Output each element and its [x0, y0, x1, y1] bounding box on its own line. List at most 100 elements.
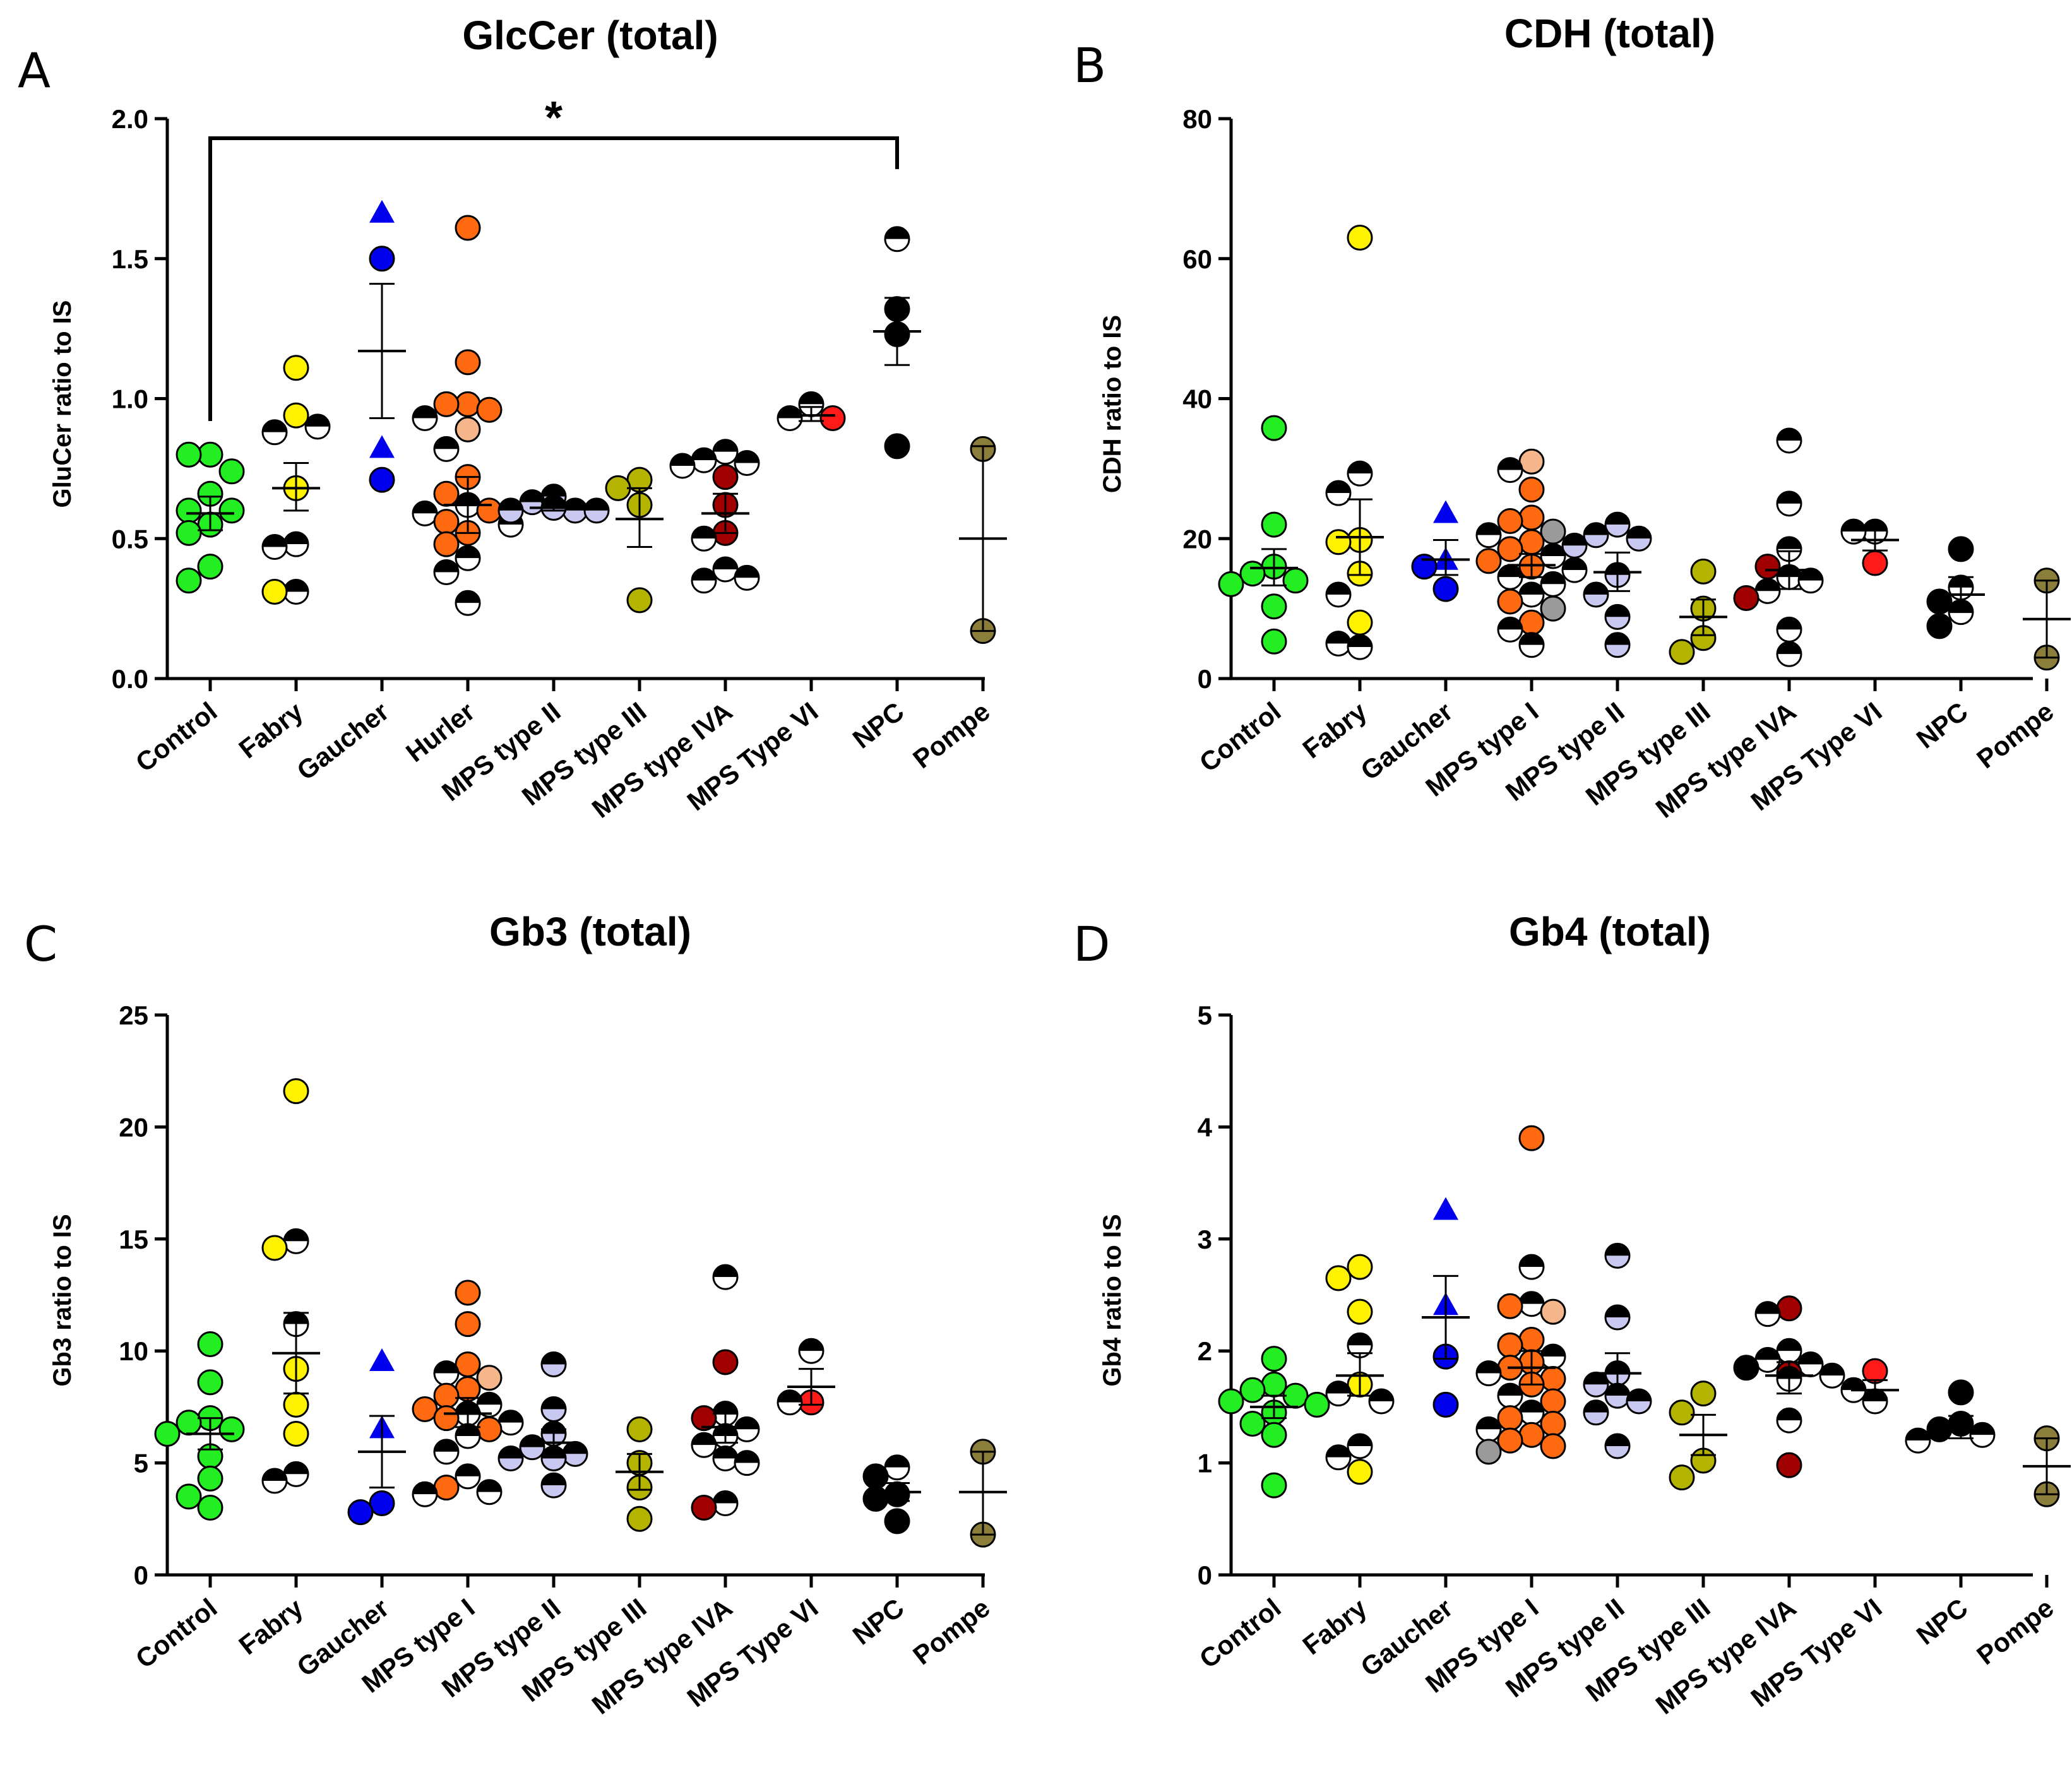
data-point-outline	[1561, 532, 1588, 559]
data-point	[261, 579, 288, 605]
chart-title: CDH (total)	[1504, 11, 1715, 56]
data-point-bottom-half	[456, 558, 480, 571]
data-point-outline	[1604, 603, 1631, 630]
data-point	[1432, 1391, 1459, 1418]
data-point-half	[1497, 457, 1523, 484]
group-fabry	[1325, 224, 1384, 660]
y-tick-label: 2	[1198, 1336, 1212, 1366]
y-tick-label: 0	[134, 1560, 148, 1590]
group-mps-type-ii	[1583, 1242, 1652, 1459]
data-point-top-half	[1777, 642, 1801, 655]
data-point-top-half	[563, 1442, 587, 1454]
data-point-half	[1518, 632, 1545, 658]
data-point	[1926, 613, 1953, 639]
data-point-outline	[261, 1468, 288, 1494]
data-point	[1497, 536, 1523, 562]
data-point-half	[412, 1481, 438, 1507]
data-point	[1540, 1411, 1566, 1437]
data-point	[1776, 1452, 1802, 1478]
data-point-bottom-half	[563, 1454, 587, 1466]
data-point-half	[1583, 581, 1609, 608]
data-point	[626, 1505, 653, 1532]
data-point-bottom-half	[284, 544, 308, 557]
data-point-outline	[455, 1463, 481, 1490]
data-point-top-half	[713, 557, 737, 570]
data-point	[197, 1465, 223, 1492]
data-point-outline	[261, 534, 288, 561]
data-point-half	[1604, 1304, 1631, 1331]
data-point-outline	[1604, 632, 1631, 658]
data-point-half	[1776, 1338, 1802, 1364]
data-point	[712, 464, 739, 490]
data-point-half	[1325, 1380, 1352, 1407]
data-point-bottom-half	[563, 510, 587, 523]
data-point-top-half	[306, 414, 330, 427]
data-point-bottom-half	[670, 465, 694, 478]
data-point-top-half	[1777, 491, 1801, 504]
data-point-half	[283, 531, 309, 557]
data-point-outline	[1497, 616, 1523, 643]
group-npc	[1905, 1379, 1996, 1454]
data-point-top-half	[1498, 1384, 1522, 1396]
group-control	[176, 441, 245, 594]
data-point	[1540, 1298, 1566, 1325]
data-point-half	[304, 413, 331, 440]
data-point-half	[734, 1416, 760, 1442]
data-point-top-half	[1584, 582, 1608, 595]
data-point-bottom-half	[1605, 644, 1629, 657]
data-point-outline	[884, 1454, 910, 1481]
y-tick-label: 0.0	[112, 664, 148, 694]
data-point-bottom-half	[713, 569, 737, 582]
data-point-bottom-half	[885, 1467, 909, 1480]
data-point-half	[691, 1432, 717, 1458]
data-point-outline	[433, 436, 460, 462]
data-points	[1218, 1125, 2071, 1507]
data-point-outline	[1325, 480, 1352, 506]
category-label: Hurler	[400, 696, 480, 768]
y-tick-label: 1.0	[112, 384, 148, 414]
data-point-bottom-half	[434, 1373, 458, 1386]
y-tick-label: 4	[1198, 1112, 1213, 1142]
data-point-top-half	[542, 484, 566, 497]
data-point	[197, 1495, 223, 1521]
data-point-top-half	[692, 1433, 716, 1446]
data-point-triangle	[369, 435, 395, 458]
data-point	[1282, 1382, 1309, 1409]
data-point-bottom-half	[1348, 647, 1372, 660]
data-point-top-half	[692, 448, 716, 461]
data-point-half	[712, 439, 739, 465]
data-point	[369, 246, 395, 272]
data-point-half	[1754, 1301, 1781, 1327]
data-point-bottom-half	[713, 451, 737, 464]
data-point-bottom-half	[456, 603, 480, 615]
data-point-bottom-half	[1605, 1256, 1629, 1268]
data-point-top-half	[1777, 1339, 1801, 1351]
data-point-bottom-half	[263, 432, 287, 444]
data-point	[1261, 1346, 1287, 1372]
data-point-outline	[304, 413, 331, 440]
data-point-bottom-half	[499, 510, 523, 523]
category-label: Fabry	[1297, 1593, 1372, 1661]
data-point-bottom-half	[1520, 594, 1544, 607]
data-point-bottom-half	[434, 572, 458, 585]
data-point-outline	[497, 497, 524, 524]
data-point-half	[669, 453, 696, 479]
data-point	[1497, 1405, 1523, 1432]
data-point-outline	[1754, 1301, 1781, 1327]
significance-star: *	[545, 93, 563, 143]
data-point-outline	[1518, 1254, 1545, 1280]
data-point-bottom-half	[1756, 591, 1780, 603]
group-pompe	[959, 1439, 1007, 1548]
data-point-bottom-half	[1756, 1314, 1780, 1326]
data-point-top-half	[1348, 1434, 1372, 1446]
data-point-outline	[476, 1479, 503, 1505]
data-point-bottom-half	[1520, 1412, 1544, 1425]
data-point-half	[1604, 603, 1631, 630]
data-point-top-half	[585, 498, 609, 511]
data-point	[1754, 554, 1781, 580]
data-point-half	[476, 1391, 503, 1418]
data-point-half	[540, 1472, 567, 1499]
data-point	[1518, 504, 1545, 531]
y-axis-ticks: 0 1 2 3 4 5	[1198, 1000, 2033, 1590]
data-point-bottom-half	[1326, 493, 1350, 506]
